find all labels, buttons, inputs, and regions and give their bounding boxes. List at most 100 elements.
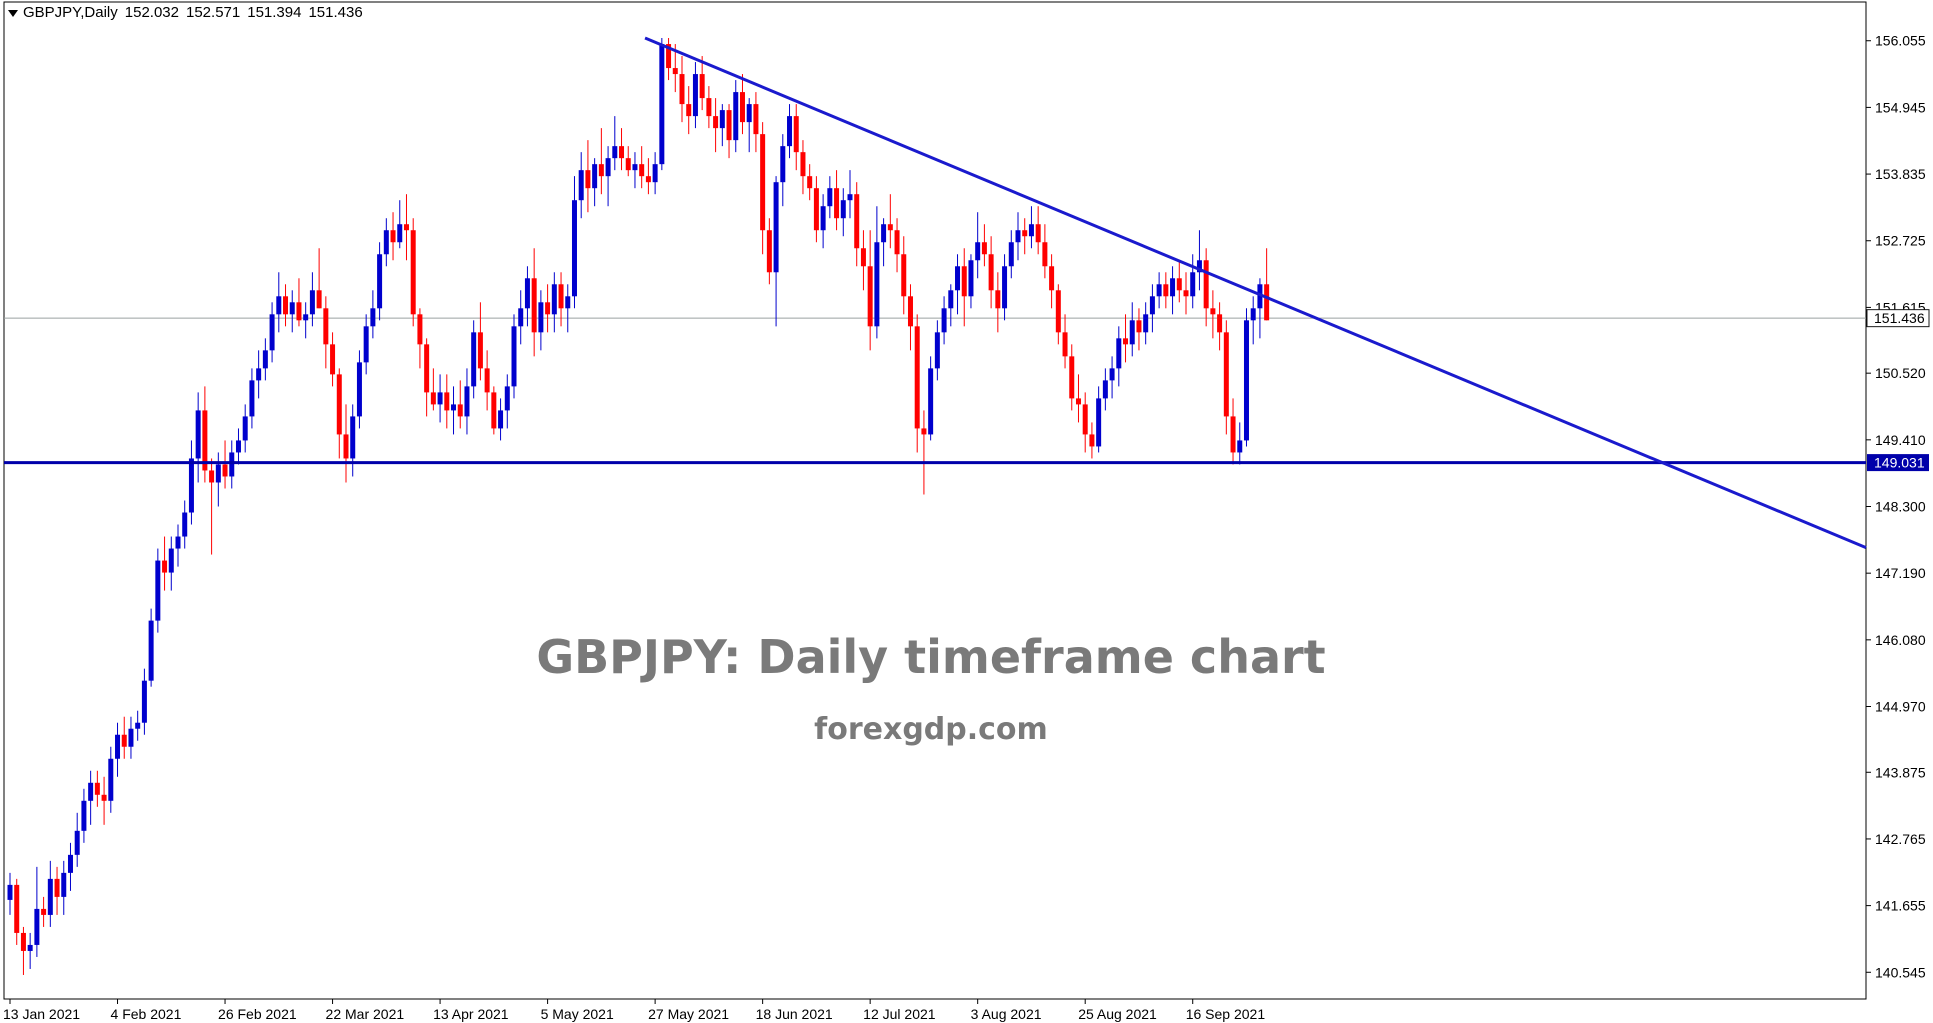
candle xyxy=(719,104,725,147)
candle xyxy=(242,404,248,453)
candle-body xyxy=(652,164,658,183)
candle xyxy=(350,404,356,477)
candle xyxy=(753,92,759,153)
candle xyxy=(202,386,208,483)
candle-body xyxy=(619,146,625,159)
candle-body xyxy=(296,302,302,321)
y-tick-label: 150.520 xyxy=(1875,365,1926,381)
candle xyxy=(343,404,349,483)
candle xyxy=(780,134,786,207)
candle-body xyxy=(699,74,705,99)
candles-layer xyxy=(7,38,1270,975)
candle-body xyxy=(316,290,322,309)
x-tick-label: 18 Jun 2021 xyxy=(756,1006,833,1022)
candle-body xyxy=(585,170,591,189)
candle-body xyxy=(1055,290,1061,333)
candle-body xyxy=(955,266,961,291)
candle-body xyxy=(155,560,161,621)
candle-body xyxy=(256,368,262,381)
candle-body xyxy=(269,314,275,351)
candle xyxy=(578,152,584,219)
candle-body xyxy=(1035,224,1041,243)
candle-body xyxy=(1082,404,1088,435)
high-value: 152.571 xyxy=(186,4,241,21)
candle-body xyxy=(1264,284,1270,321)
candle-body xyxy=(390,230,396,243)
candle-body xyxy=(457,404,463,417)
support-price-box: 149.031 xyxy=(1867,454,1929,472)
candle xyxy=(914,314,920,453)
candle-body xyxy=(713,116,719,129)
candle-body xyxy=(1223,332,1229,417)
candle-body xyxy=(780,146,786,183)
candle-body xyxy=(202,410,208,471)
candle-body xyxy=(14,884,20,933)
candle xyxy=(834,170,840,231)
x-axis: 13 Jan 2021 4 Feb 2021 26 Feb 2021 22 Mar 2… xyxy=(3,999,1265,1022)
candle xyxy=(948,284,954,327)
candle-body xyxy=(1176,278,1182,291)
candle xyxy=(1210,290,1216,339)
candle xyxy=(27,932,33,969)
candle-body xyxy=(726,110,732,141)
candle-body xyxy=(504,386,510,411)
candle-body xyxy=(451,404,457,411)
low-value: 151.394 xyxy=(247,4,302,21)
candle-body xyxy=(343,434,349,459)
candle xyxy=(1196,230,1202,291)
candle xyxy=(692,62,698,129)
candle-body xyxy=(61,872,67,897)
candle-body xyxy=(148,620,154,681)
candle-body xyxy=(7,884,13,900)
candle xyxy=(766,218,772,285)
candle xyxy=(464,368,470,435)
candle xyxy=(296,278,302,327)
candle xyxy=(437,374,443,423)
candle xyxy=(336,368,342,459)
candle-body xyxy=(67,854,73,873)
candle-body xyxy=(625,158,631,171)
candle xyxy=(1217,302,1223,351)
candle xyxy=(847,170,853,219)
candle-body xyxy=(565,296,571,309)
candle xyxy=(128,716,134,759)
candle xyxy=(773,176,779,327)
candle xyxy=(592,158,598,207)
candle-body xyxy=(746,104,752,123)
candle-body xyxy=(330,344,336,375)
candle xyxy=(820,194,826,249)
candle xyxy=(168,536,174,591)
candle-body xyxy=(484,368,490,393)
candle xyxy=(639,146,645,189)
candle xyxy=(1062,314,1068,369)
candle-body xyxy=(645,176,651,183)
candle-body xyxy=(417,314,423,345)
candle-body xyxy=(477,332,483,369)
candle xyxy=(54,866,60,915)
candle xyxy=(867,230,873,351)
candle-body xyxy=(135,722,141,729)
candle xyxy=(1143,302,1149,345)
candle-body xyxy=(1163,284,1169,297)
candle-body xyxy=(403,224,409,231)
dropdown-arrow-icon[interactable] xyxy=(8,9,18,17)
y-axis: 156.055154.945153.835152.725151.615150.5… xyxy=(1866,33,1926,980)
candle-body xyxy=(887,224,893,231)
candle-body xyxy=(995,290,1001,309)
candle-body xyxy=(229,452,235,477)
candle-body xyxy=(235,440,241,453)
candle-body xyxy=(215,464,221,483)
chart-header: GBPJPY,Daily 152.032 152.571 151.394 151.436 xyxy=(8,4,370,21)
candle xyxy=(531,248,537,357)
candle-body xyxy=(108,758,114,801)
candle xyxy=(746,98,752,153)
candle xyxy=(733,80,739,153)
candle-body xyxy=(961,266,967,297)
candle xyxy=(1109,356,1115,399)
candle-body xyxy=(1143,314,1149,333)
candle xyxy=(625,146,631,177)
candle xyxy=(612,116,618,171)
candle-body xyxy=(1089,434,1095,447)
candle xyxy=(894,218,900,273)
candle-body xyxy=(766,230,772,273)
